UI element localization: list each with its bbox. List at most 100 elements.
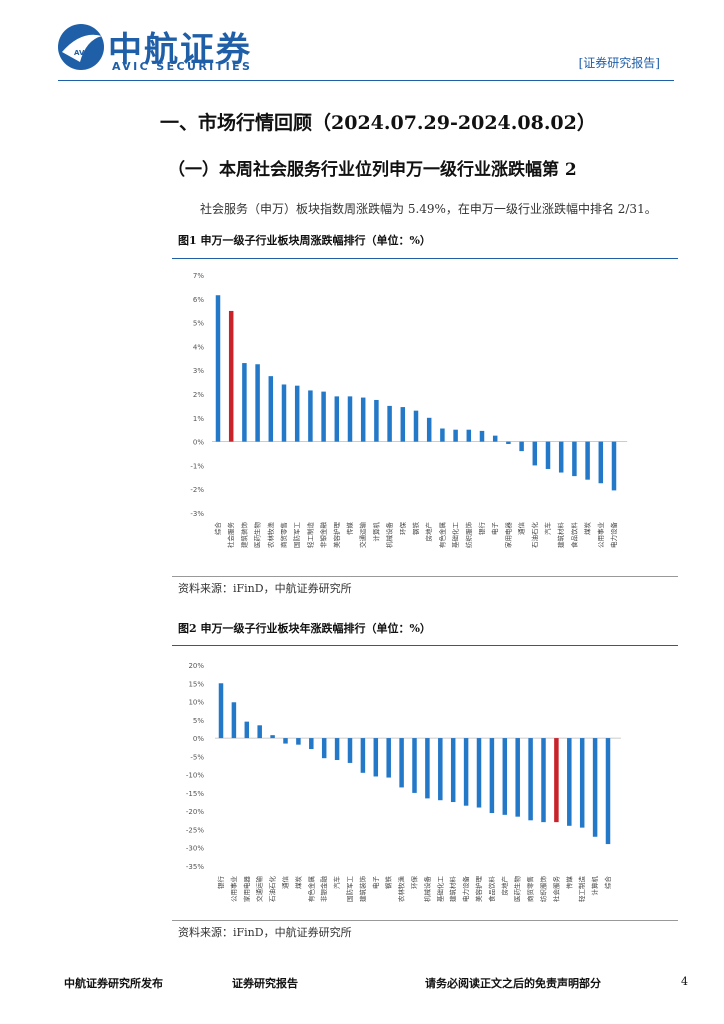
x-tick-label: 基础化工	[435, 876, 444, 903]
x-tick-label: 国防军工	[292, 522, 301, 549]
x-tick-label: 银行	[216, 876, 225, 890]
bar	[334, 396, 340, 442]
bar	[242, 363, 247, 442]
figure1-top-rule	[172, 258, 678, 259]
bar	[218, 683, 224, 739]
y-tick-label: -25%	[186, 826, 204, 834]
x-tick-label: 计算机	[590, 876, 599, 896]
x-tick-label: 社会服务	[551, 876, 560, 903]
logo-text-cn: 中航证券	[108, 30, 252, 70]
bar	[541, 738, 546, 823]
bar	[479, 430, 485, 442]
y-tick-label: 7%	[193, 272, 204, 280]
report-type-tag: [证券研究报告]	[578, 56, 660, 70]
bar	[268, 376, 274, 442]
y-tick-label: 4%	[193, 343, 204, 351]
y-tick-label: -5%	[190, 753, 204, 761]
bar	[605, 738, 611, 845]
y-tick-label: -10%	[186, 772, 204, 780]
bar	[558, 441, 564, 473]
x-tick-label: 非银金融	[319, 522, 328, 549]
x-tick-label: 电力设备	[461, 876, 470, 903]
y-tick-label: -3%	[190, 510, 204, 518]
x-tick-label: 房地产	[424, 522, 433, 542]
x-tick-label: 轻工制造	[577, 876, 586, 903]
bar	[360, 738, 366, 773]
footer-report-type: 证券研究报告	[232, 977, 298, 990]
bar	[502, 738, 508, 815]
figure1-chart: 7% 6% 5% 4% 3% 2% 1% 0% -1% -2% -3% 综合 社会服务 建筑装饰 医药生物农…	[190, 272, 628, 549]
bar	[463, 738, 469, 806]
bar	[386, 738, 391, 778]
bar	[215, 295, 221, 442]
figure2-top-rule	[172, 645, 678, 646]
bar	[231, 702, 237, 739]
x-tick-label: 计算机	[371, 522, 380, 542]
x-tick-label: 综合	[603, 876, 612, 890]
x-tick-label: 商贸零售	[526, 876, 535, 902]
x-tick-label: 食品饮料	[487, 876, 496, 903]
x-tick-label: 电子	[371, 876, 380, 890]
summary-paragraph: 社会服务（申万）板块指数周涨跌幅为 5.49%，在申万一级行业涨跌幅中排名 2/…	[200, 202, 657, 216]
y-tick-label: 15%	[188, 680, 204, 688]
bar	[453, 429, 458, 442]
bar	[489, 738, 495, 814]
x-tick-label: 煤炭	[583, 522, 592, 536]
x-tick-label: 建筑装饰	[239, 522, 248, 549]
x-tick-label: 传媒	[564, 876, 573, 890]
svg-text:AVIC: AVIC	[74, 49, 92, 57]
bar	[400, 407, 406, 442]
x-tick-label: 通信	[281, 876, 290, 890]
bar	[528, 738, 533, 821]
x-tick-label: 煤炭	[293, 876, 302, 890]
x-tick-label: 纺织服饰	[539, 876, 548, 903]
section-title: 一、市场行情回顾（2024.07.29-2024.08.02）	[160, 112, 596, 134]
bar	[567, 738, 572, 826]
bar	[412, 738, 417, 793]
bar	[611, 441, 617, 491]
bar	[373, 738, 379, 777]
x-tick-label: 国防军工	[345, 876, 354, 903]
section-subtitle: （一）本周社会服务行业位列申万一级行业涨跌幅第 2	[168, 160, 577, 180]
x-tick-label: 建筑装饰	[358, 876, 367, 903]
x-tick-label: 基础化工	[451, 522, 460, 549]
y-tick-label: 1%	[193, 415, 204, 423]
y-tick-label: 6%	[193, 296, 204, 304]
figure2-caption: 图2 申万一级子行业板块年涨跌幅排行（单位：%）	[178, 622, 431, 635]
x-tick-label: 传媒	[345, 522, 354, 536]
x-tick-label: 轻工制造	[305, 522, 314, 549]
bar	[270, 735, 275, 739]
x-tick-label: 石油石化	[530, 522, 539, 549]
bar	[244, 721, 250, 739]
x-tick-label: 交通运输	[358, 522, 367, 549]
bar	[374, 399, 379, 442]
y-tick-label: -15%	[186, 790, 204, 798]
x-tick-label: 公用事业	[229, 876, 238, 903]
bar	[519, 441, 524, 452]
bar	[413, 410, 419, 442]
bar	[296, 738, 301, 745]
bar	[438, 738, 443, 801]
bar	[281, 384, 287, 442]
bar	[321, 391, 326, 442]
x-tick-label: 美容护理	[474, 876, 483, 903]
y-tick-label: 5%	[193, 717, 204, 725]
page-number: 4	[681, 975, 688, 988]
y-tick-label: 20%	[188, 662, 204, 670]
bar	[554, 738, 559, 823]
bar	[347, 738, 353, 763]
bar	[257, 725, 262, 739]
x-tick-label: 家用电器	[503, 522, 512, 549]
x-tick-label: 有色金属	[437, 522, 446, 548]
y-tick-label: 2%	[193, 391, 204, 399]
x-tick-label: 交通运输	[255, 876, 264, 903]
x-tick-label: 汽车	[332, 876, 341, 890]
bar	[228, 310, 234, 442]
bar	[598, 441, 604, 484]
bar	[532, 441, 538, 466]
bar	[492, 435, 498, 442]
x-tick-label: 食品饮料	[569, 522, 578, 549]
figure1-source: 资料来源：iFinD，中航证券研究所	[178, 582, 352, 595]
y-tick-label: -35%	[186, 863, 204, 871]
x-tick-label: 电力设备	[609, 522, 618, 549]
